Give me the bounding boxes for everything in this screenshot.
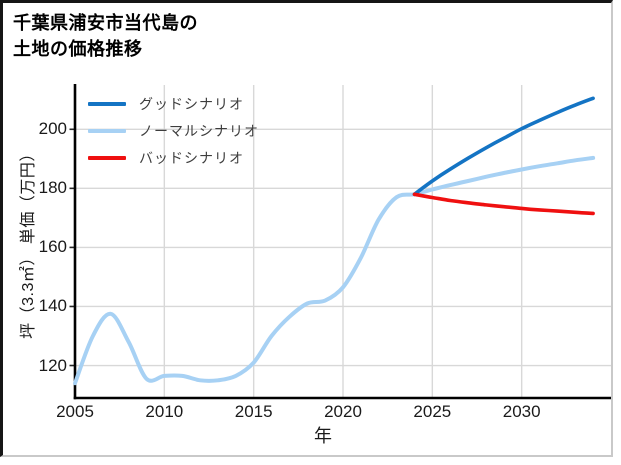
legend-item-normal: ノーマルシナリオ xyxy=(88,117,259,144)
legend-item-good: グッドシナリオ xyxy=(88,90,259,117)
chart-title-line2: 土地の価格推移 xyxy=(13,39,143,59)
x-tick-label: 2025 xyxy=(413,402,452,421)
series-line-normal xyxy=(73,155,596,386)
x-tick-label: 2005 xyxy=(56,402,94,421)
legend-label-bad: バッドシナリオ xyxy=(139,149,244,166)
y-tick-label: 180 xyxy=(38,178,67,198)
chart-title: 千葉県浦安市当代島の 土地の価格推移 xyxy=(13,10,198,62)
x-tick-label: 2010 xyxy=(145,402,184,421)
x-axis-label: 年 xyxy=(314,426,332,446)
legend-label-good: グッドシナリオ xyxy=(139,95,244,112)
legend-swatch-good-line xyxy=(88,101,126,106)
legend-item-bad: バッドシナリオ xyxy=(88,144,259,171)
chart-title-line1: 千葉県浦安市当代島の xyxy=(13,13,198,33)
legend-swatch-bad-line xyxy=(88,155,126,160)
y-tick-label: 160 xyxy=(38,237,67,257)
legend-swatch-normal-line xyxy=(88,128,126,133)
series-line-good xyxy=(412,96,595,197)
series-line-bad xyxy=(412,192,595,216)
y-tick-label: 140 xyxy=(38,296,67,316)
x-tick-label: 2015 xyxy=(234,402,273,421)
y-tick-label: 120 xyxy=(38,355,67,375)
y-tick-label: 200 xyxy=(38,119,67,139)
y-axis-label: 坪（3.3㎡） 単価（万円） xyxy=(20,145,37,339)
x-tick-label: 2020 xyxy=(324,402,362,421)
x-tick-label: 2030 xyxy=(502,402,541,421)
legend-label-normal: ノーマルシナリオ xyxy=(139,122,259,139)
legend: グッドシナリオ ノーマルシナリオ バッドシナリオ xyxy=(88,90,259,171)
